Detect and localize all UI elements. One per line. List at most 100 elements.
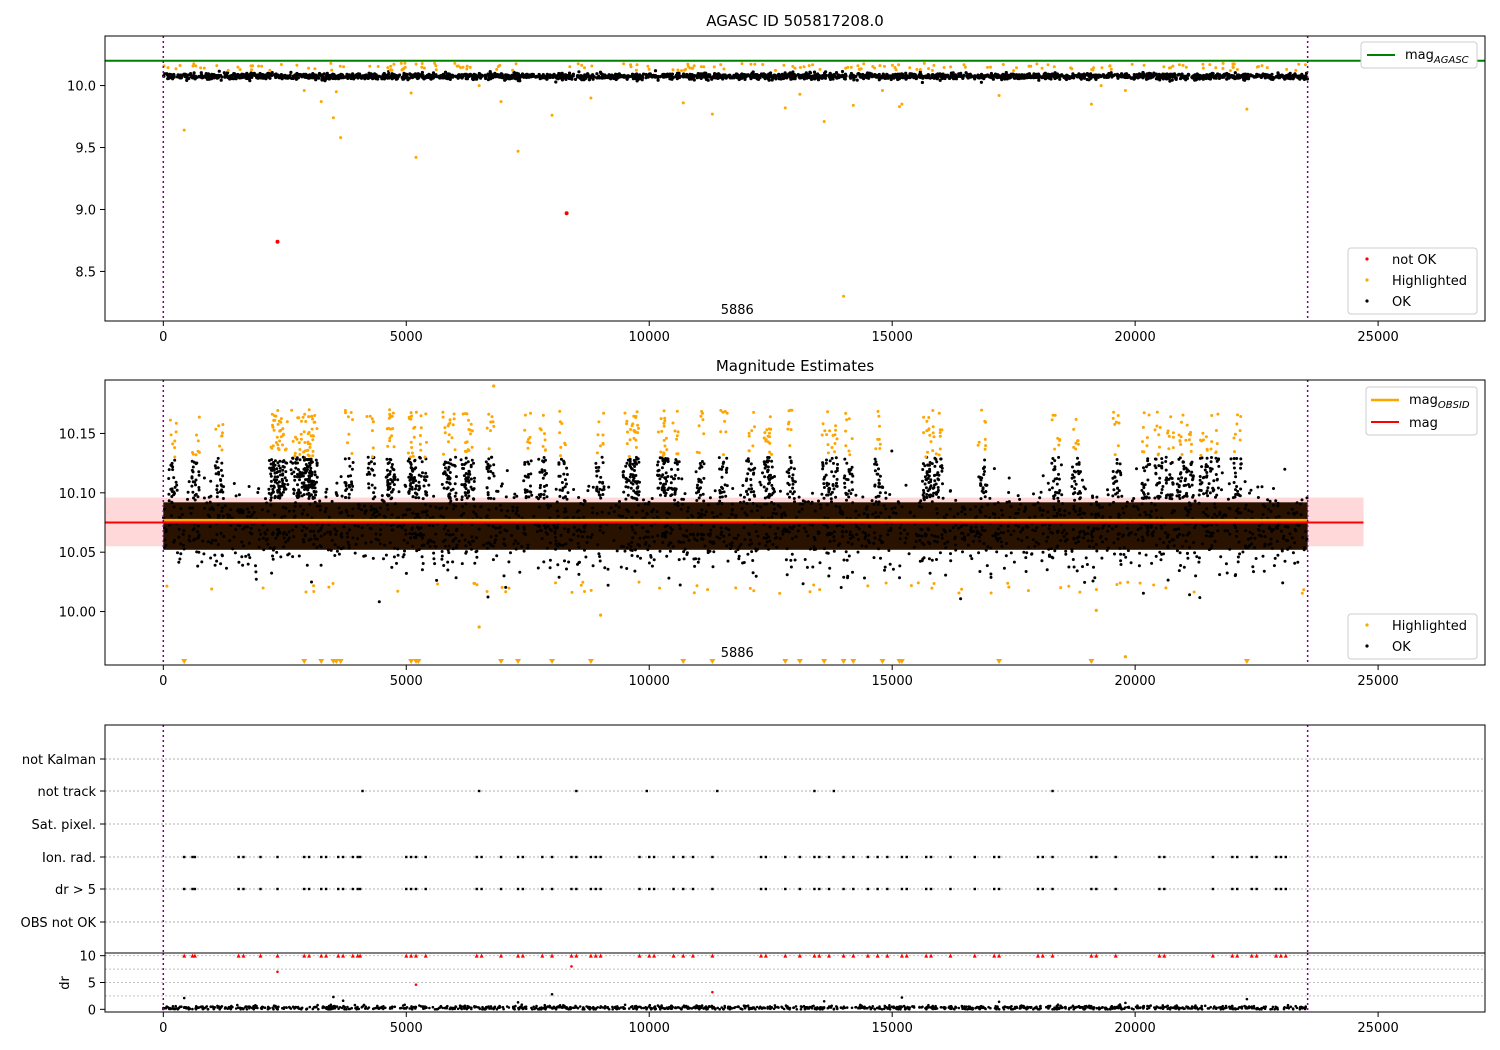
ok-point	[827, 574, 831, 578]
ok-point	[493, 74, 497, 78]
ok-point	[996, 501, 1000, 505]
highlighted-point	[331, 116, 335, 120]
ok-point	[886, 76, 890, 80]
ok-point	[577, 509, 581, 512]
ok-point	[782, 74, 786, 78]
ok-point	[203, 506, 207, 510]
ok-point	[1018, 497, 1022, 501]
ok-point	[1283, 525, 1287, 529]
ok-point	[277, 527, 281, 531]
ok-point	[762, 72, 766, 76]
highlighted-point	[681, 101, 685, 105]
ok-point	[342, 525, 346, 529]
ok-point	[1154, 77, 1158, 81]
ok-point	[386, 507, 390, 511]
ok-point	[1208, 534, 1212, 538]
ok-point	[210, 74, 215, 78]
ok-point	[917, 74, 921, 78]
ok-point	[414, 487, 417, 491]
ok-point	[851, 501, 855, 505]
ok-point	[184, 74, 188, 78]
ok-point	[710, 511, 714, 515]
ok-point	[1031, 538, 1035, 542]
ok-point	[313, 534, 316, 537]
ok-point	[612, 510, 616, 514]
ok-point	[395, 561, 398, 565]
ok-point	[1040, 559, 1044, 563]
ok-point	[247, 485, 251, 488]
ok-point	[800, 507, 804, 511]
highlighted-point	[1108, 64, 1112, 68]
ok-point	[778, 537, 782, 540]
ok-point	[868, 541, 871, 545]
ok-point	[1048, 488, 1052, 492]
ok-point	[215, 74, 219, 78]
ok-point	[959, 74, 963, 78]
ok-point	[711, 565, 715, 569]
ok-point	[1004, 554, 1008, 558]
ok-point	[928, 571, 932, 575]
highlighted-point	[849, 65, 853, 69]
ok-point	[576, 534, 580, 538]
ok-point	[942, 515, 946, 519]
ok-point	[756, 509, 759, 512]
ok-point	[1193, 526, 1197, 530]
ok-point	[984, 548, 988, 552]
ok-point	[442, 564, 446, 567]
ok-point	[1035, 75, 1039, 79]
panel1-title: AGASC ID 505817208.0	[706, 12, 884, 30]
ok-point	[1179, 73, 1184, 77]
ok-point	[683, 492, 687, 496]
ok-point	[883, 76, 887, 80]
ok-point	[472, 510, 476, 514]
ok-point	[309, 529, 313, 533]
ok-point	[237, 493, 241, 497]
highlighted-point	[550, 113, 554, 117]
ok-point	[864, 535, 868, 538]
ok-point	[1151, 534, 1155, 538]
ok-point	[482, 543, 486, 547]
ok-point	[1275, 539, 1279, 543]
ok-point	[181, 532, 185, 536]
ok-point	[700, 508, 704, 512]
ok-point	[266, 542, 270, 546]
ok-point	[472, 539, 475, 543]
ok-point	[1038, 506, 1042, 510]
ok-point	[305, 527, 309, 530]
ok-point	[461, 505, 465, 509]
ok-point	[1295, 501, 1299, 505]
ok-point	[1024, 74, 1028, 78]
ok-point	[789, 558, 793, 562]
ok-point	[363, 554, 367, 558]
ok-point	[1010, 73, 1015, 78]
ok-point	[1129, 561, 1133, 565]
ok-point	[651, 508, 655, 512]
ok-point	[278, 74, 282, 78]
ok-point	[479, 505, 483, 509]
ok-point	[1277, 515, 1281, 518]
ok-point	[698, 72, 702, 76]
ok-point	[264, 497, 267, 501]
ok-point	[509, 551, 512, 555]
ok-point	[685, 535, 689, 539]
ok-point	[963, 535, 966, 539]
ok-point	[406, 541, 410, 545]
ok-point	[812, 70, 817, 74]
ok-point	[1274, 499, 1278, 503]
ok-point	[1276, 553, 1280, 557]
ok-point	[627, 542, 631, 546]
ok-point	[670, 73, 674, 77]
ok-point	[515, 526, 519, 530]
ok-point	[351, 536, 355, 540]
ok-point	[400, 526, 404, 530]
ok-point	[327, 77, 331, 81]
ok-point	[986, 545, 990, 548]
ok-point	[1048, 553, 1051, 557]
ok-point	[737, 557, 741, 561]
ok-point	[1112, 541, 1116, 545]
ok-point	[1095, 549, 1099, 553]
ok-point	[369, 540, 373, 544]
ok-point	[318, 508, 322, 512]
ok-point	[248, 515, 252, 518]
ok-point	[431, 515, 435, 519]
